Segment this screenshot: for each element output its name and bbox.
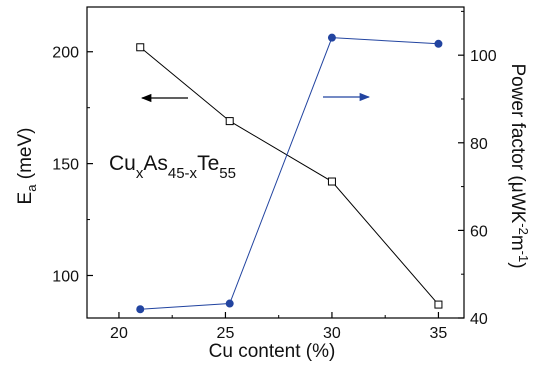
y-right-axis-label: Power factor (μWK-2m-1) [507,63,531,268]
data-point-power-factor [225,299,234,308]
y-right-tick-label: 40 [470,311,488,328]
x-axis-label: Cu content (%) [209,341,336,362]
data-point-power-factor [434,39,443,48]
y-left-tick-label: 150 [52,157,79,174]
data-point-activation-energy [327,177,336,186]
data-point-activation-energy [434,300,443,309]
y-left-tick-label: 200 [52,45,79,62]
x-tick-label: 25 [217,325,235,342]
data-point-activation-energy [225,117,234,126]
series-line-power-factor [140,37,439,310]
plot-frame [86,6,465,319]
data-point-power-factor [327,33,336,42]
x-tick-label: 20 [110,325,128,342]
composition-annotation: CuxAs45-xTe55 [109,152,236,182]
y-right-tick-label: 60 [470,223,488,240]
x-tick-label: 35 [430,325,448,342]
y-right-tick-label: 80 [470,136,488,153]
y-left-tick-label: 100 [52,268,79,285]
y-right-tick-label: 100 [470,48,497,65]
y-left-axis-label: Ea (meV) [15,128,39,205]
series-line-activation-energy [139,46,439,305]
data-point-power-factor [136,305,145,314]
data-point-activation-energy [136,43,145,52]
x-tick-label: 30 [323,325,341,342]
